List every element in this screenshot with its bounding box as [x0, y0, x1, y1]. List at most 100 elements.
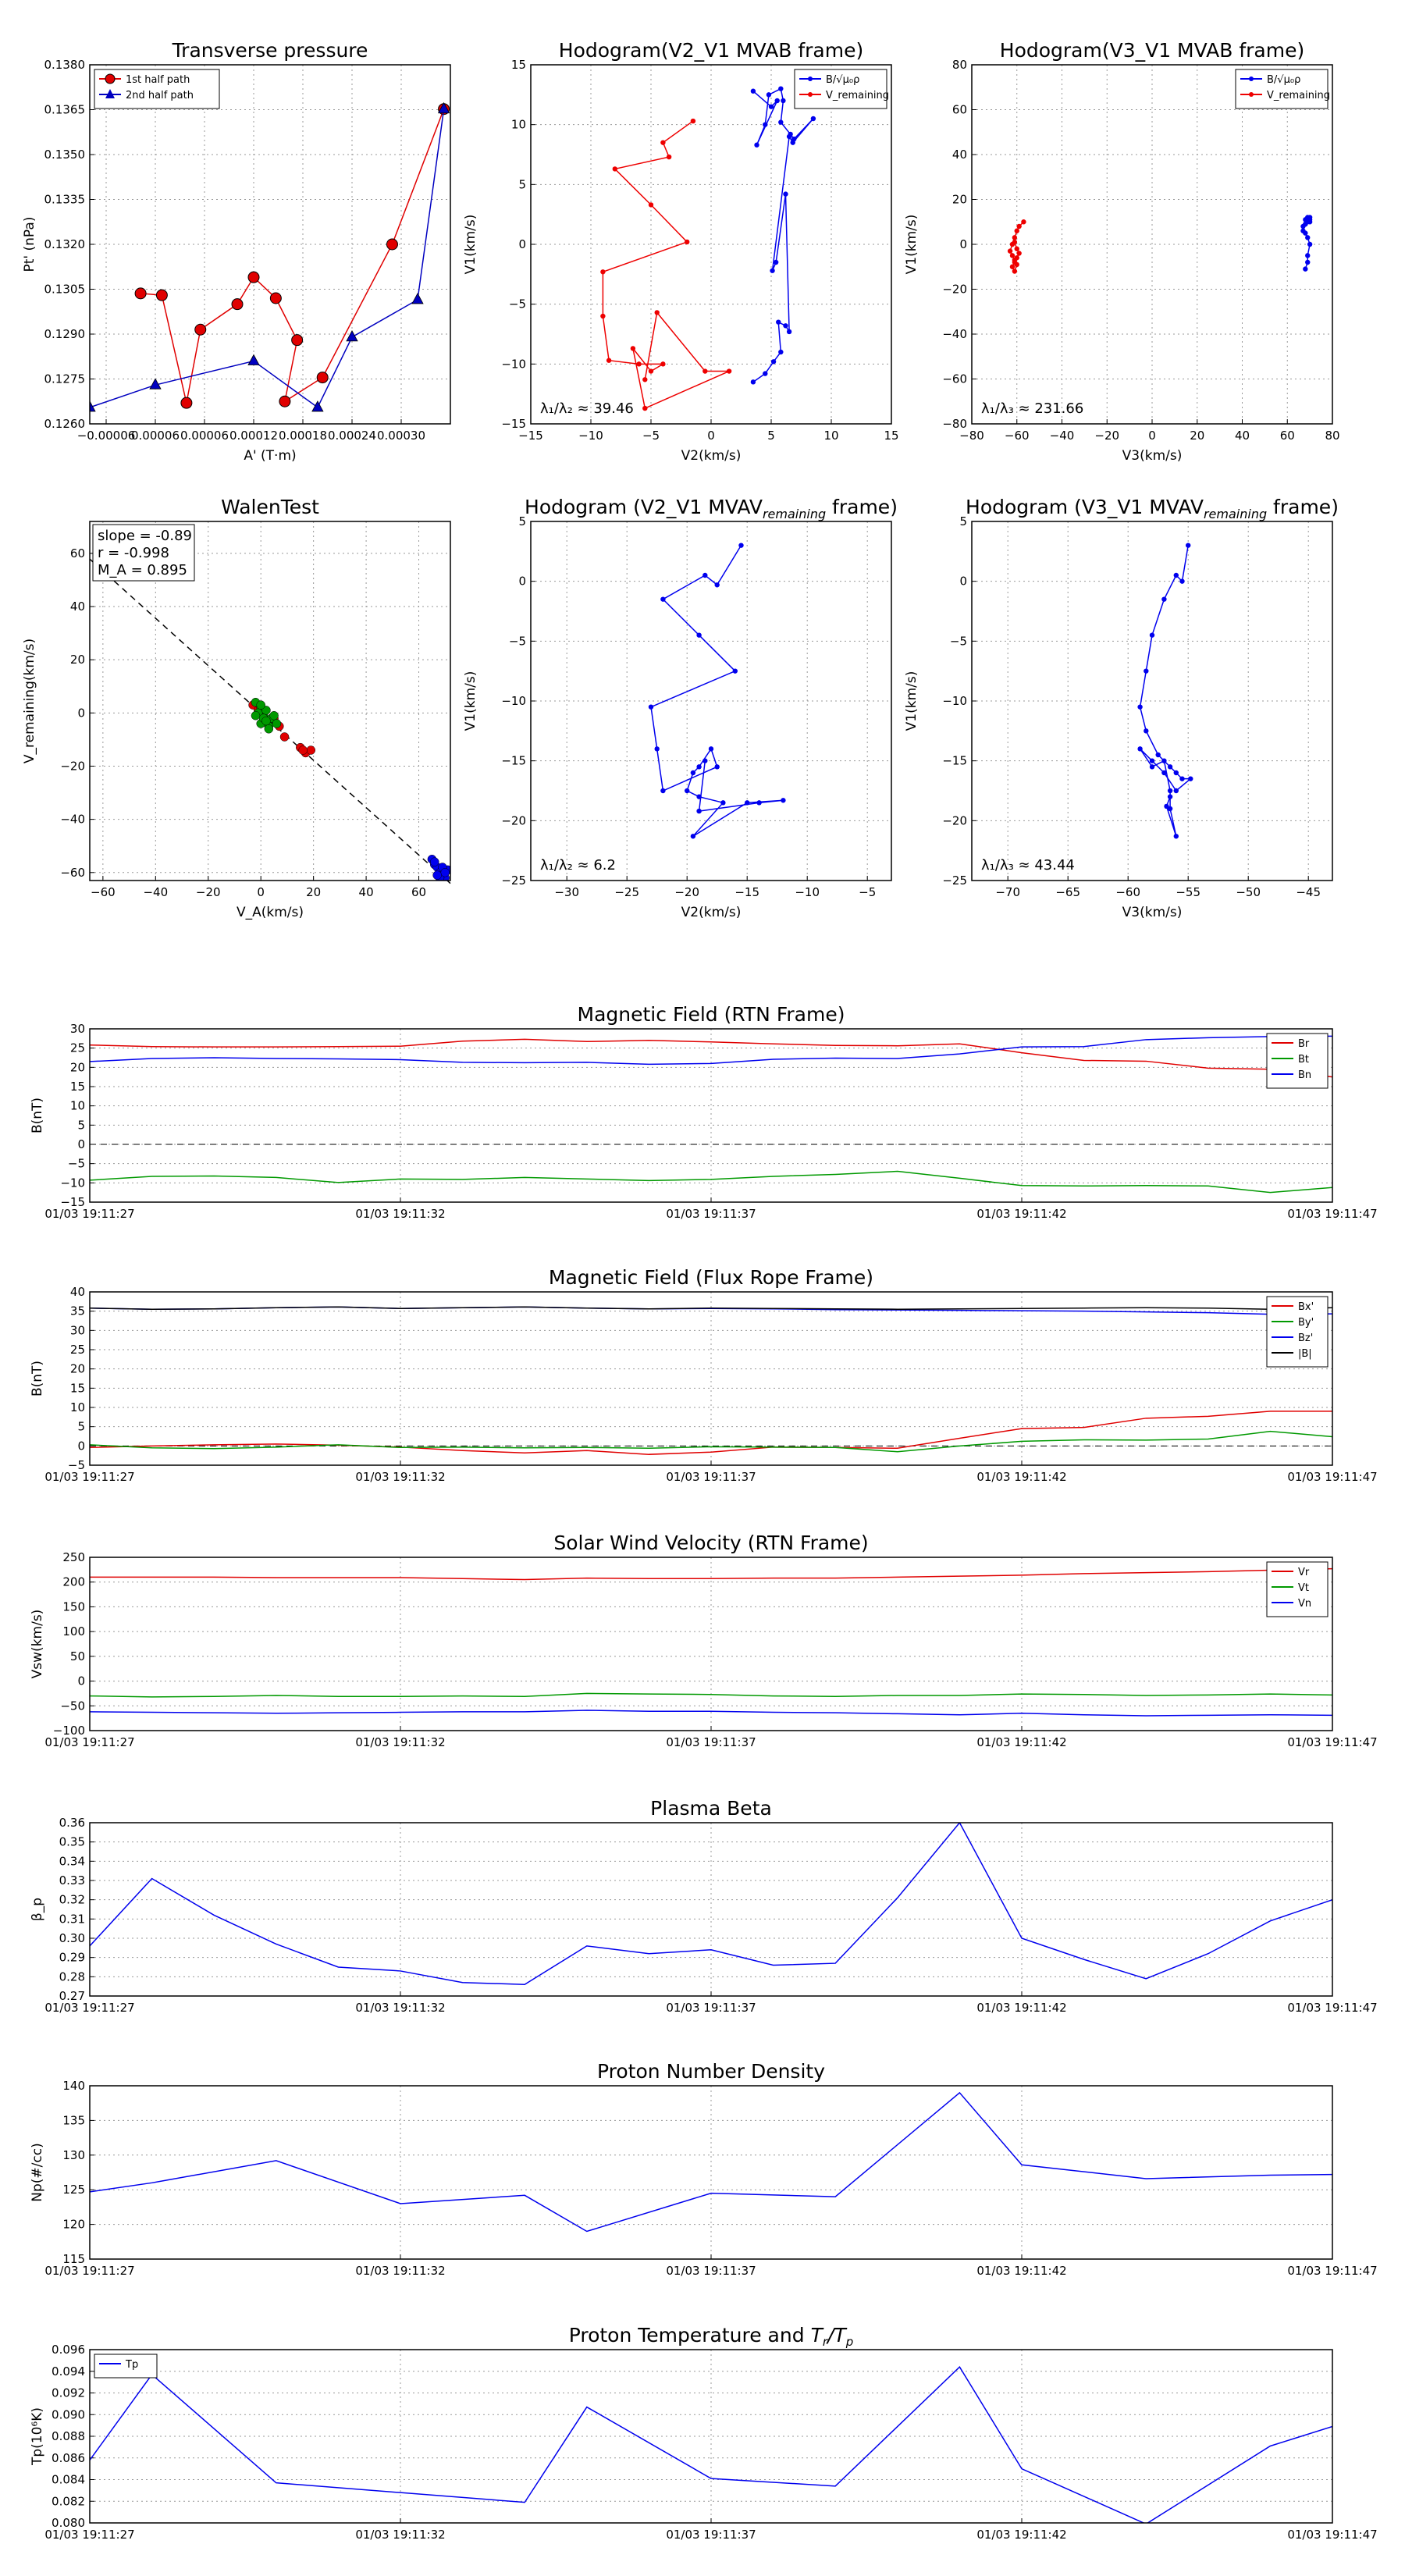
x-tick-label: 5: [767, 429, 775, 443]
data-point: [1173, 770, 1179, 776]
plot-area: [648, 543, 786, 839]
x-tick-label: −30: [554, 885, 579, 899]
data-point: [251, 710, 261, 720]
data-point: [696, 808, 702, 814]
x-tick-label: −5: [642, 429, 660, 443]
data-point: [1179, 776, 1185, 781]
y-tick-label: −5: [68, 1458, 85, 1472]
y-axis-label: V_remaining(km/s): [22, 639, 37, 763]
y-tick-label: 125: [62, 2183, 85, 2197]
chart-title: Transverse pressure: [172, 39, 368, 62]
y-tick-label: 30: [70, 1323, 85, 1337]
x-tick-label: 01/03 19:11:47: [1287, 1735, 1377, 1749]
y-tick-label: 0.31: [59, 1912, 85, 1926]
x-tick-label: −20: [1094, 429, 1119, 443]
x-tick-label: 0.00030: [377, 429, 425, 443]
y-tick-label: 0.084: [52, 2473, 85, 2487]
x-tick-label: 01/03 19:11:42: [976, 2001, 1066, 2015]
data-point: [1305, 259, 1311, 265]
data-point: [194, 323, 207, 336]
series-line-1: [90, 109, 445, 409]
title-text: Transverse pressure: [172, 39, 368, 62]
y-tick-label: −100: [53, 1724, 85, 1738]
data-point: [754, 142, 759, 148]
data-point: [778, 86, 784, 91]
chart-title: Magnetic Field (RTN Frame): [578, 1003, 845, 1026]
data-point: [1167, 764, 1173, 770]
y-tick-label: 0.32: [59, 1893, 85, 1907]
chart-title: Solar Wind Velocity (RTN Frame): [553, 1532, 868, 1554]
legend-label: Bx': [1298, 1301, 1314, 1313]
y-tick-label: 20: [952, 193, 967, 207]
x-tick-label: 01/03 19:11:47: [1287, 2001, 1377, 2015]
legend-box: [94, 69, 220, 109]
y-tick-label: 50: [70, 1649, 85, 1663]
data-point: [1167, 806, 1173, 812]
data-point: [654, 310, 660, 315]
y-tick-label: 10: [70, 1099, 85, 1113]
y-tick-label: −40: [942, 327, 967, 341]
legend-box: [94, 2354, 158, 2379]
ratio-annotation: λ₁/λ₂ ≈ 6.2: [540, 857, 616, 873]
title-subscript: remaining: [1204, 507, 1267, 521]
y-tick-label: 40: [952, 148, 967, 162]
series-line-0: [90, 1411, 1332, 1455]
y-tick-label: 60: [70, 546, 85, 560]
x-tick-label: 20: [306, 885, 321, 899]
y-tick-label: 0: [77, 1439, 85, 1453]
axes-frame: [89, 1822, 1333, 1997]
x-axis-label: V_A(km/s): [237, 905, 304, 920]
y-axis-label: Pt' (nPa): [22, 217, 37, 272]
title-subscript: remaining: [763, 507, 826, 521]
data-point: [269, 710, 279, 720]
x-axis-label: A' (T·m): [244, 448, 296, 464]
title-math-mid: /T: [826, 2324, 847, 2347]
x-tick-label: 01/03 19:11:27: [44, 2001, 134, 2015]
series-line-2: [90, 1710, 1332, 1717]
data-point: [666, 154, 672, 160]
data-point: [732, 668, 738, 674]
title-text: Magnetic Field (RTN Frame): [578, 1003, 845, 1026]
y-tick-label: 5: [518, 177, 526, 191]
y-tick-label: 5: [77, 1420, 85, 1434]
y-tick-label: 0: [77, 1137, 85, 1151]
x-tick-label: 01/03 19:11:42: [976, 1735, 1066, 1749]
x-tick-label: 01/03 19:11:32: [355, 1207, 445, 1221]
data-point: [1137, 704, 1143, 710]
legend-marker: [1249, 92, 1254, 97]
chart-title: WalenTest: [221, 496, 319, 518]
legend-label: 2nd half path: [126, 90, 194, 101]
chart-title: Proton Temperature and Tr/Tp: [569, 2324, 854, 2349]
chart-title: Hodogram (V2_V1 MVAVremaining frame): [525, 496, 898, 521]
y-tick-label: 25: [70, 1041, 85, 1055]
y-tick-label: 0: [77, 1674, 85, 1688]
data-point: [1307, 241, 1313, 247]
series-line-0: [650, 545, 784, 837]
data-point: [738, 543, 744, 548]
chart-h3: −30 −25 −20 −15 −10 −5 −25 −20 −15 −10 −5 0 5Hodogra…: [463, 496, 898, 920]
y-tick-label: 30: [70, 1022, 85, 1036]
y-tick-label: −5: [509, 297, 526, 311]
x-tick-label: 0.00006: [180, 429, 229, 443]
y-axis-label: Np(#/cc): [30, 2143, 45, 2201]
legend-label: Vr: [1298, 1567, 1310, 1578]
legend-box: [794, 69, 887, 109]
y-tick-label: −20: [60, 759, 85, 773]
x-tick-label: 01/03 19:11:42: [976, 1470, 1066, 1484]
y-tick-label: 10: [511, 118, 526, 132]
data-point: [437, 101, 450, 114]
x-tick-label: 01/03 19:11:42: [976, 2528, 1066, 2542]
legend-box: [1266, 1296, 1329, 1368]
title-text: Plasma Beta: [650, 1797, 772, 1820]
data-point: [745, 800, 750, 806]
legend-marker: [808, 92, 813, 97]
data-point: [1014, 228, 1019, 233]
series-line-0: [1139, 545, 1193, 837]
x-tick-label: 10: [823, 429, 838, 443]
y-tick-label: 35: [70, 1304, 85, 1318]
y-tick-label: 0: [959, 237, 967, 251]
data-point: [1016, 251, 1022, 256]
data-point: [269, 292, 282, 304]
data-point: [1009, 253, 1016, 258]
chart-mf_rtn: 01/03 19:11:27 01/03 19:11:32 01/03 19:11:…: [30, 1003, 1378, 1221]
